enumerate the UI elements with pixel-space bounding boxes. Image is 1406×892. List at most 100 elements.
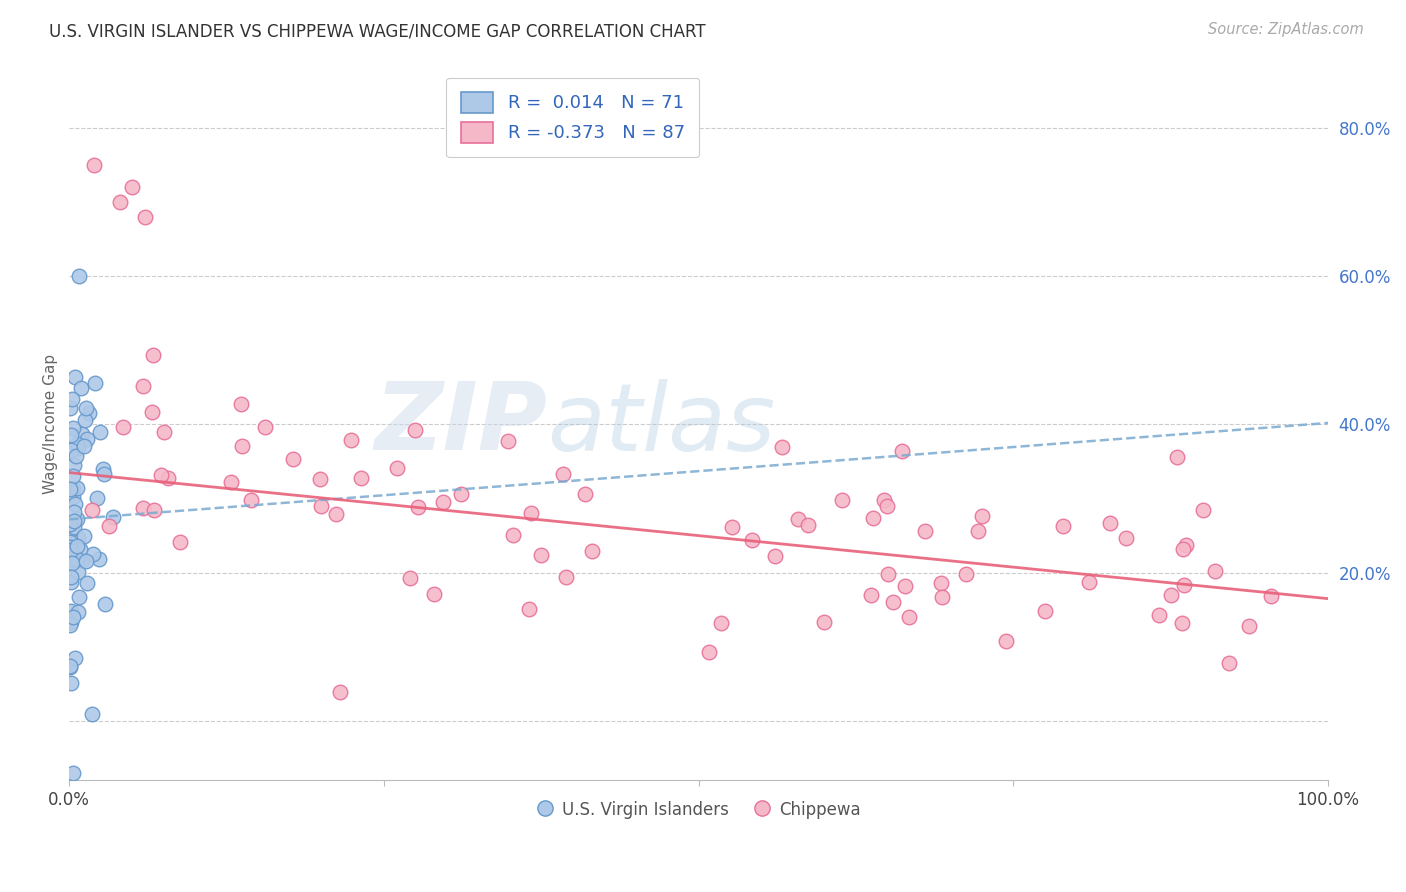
- Point: [741, 533, 763, 547]
- Point: [141, 405, 163, 419]
- Point: [873, 492, 896, 507]
- Point: [496, 434, 519, 449]
- Point: [59, 482, 82, 496]
- Point: [860, 588, 883, 602]
- Point: [93, 467, 115, 481]
- Point: [574, 487, 596, 501]
- Point: [786, 512, 808, 526]
- Point: [72, 427, 94, 442]
- Point: [554, 570, 576, 584]
- Point: [1204, 564, 1226, 578]
- Point: [142, 502, 165, 516]
- Point: [69, 541, 91, 556]
- Point: [63, 497, 86, 511]
- Point: [813, 615, 835, 629]
- Point: [339, 433, 361, 447]
- Point: [84, 376, 107, 391]
- Point: [1099, 516, 1122, 531]
- Point: [70, 553, 93, 567]
- Point: [929, 575, 952, 590]
- Point: [149, 467, 172, 482]
- Legend: U.S. Virgin Islanders, Chippewa: U.S. Virgin Islanders, Chippewa: [530, 794, 868, 825]
- Point: [134, 210, 156, 224]
- Point: [517, 601, 540, 615]
- Point: [62, 482, 84, 496]
- Point: [121, 180, 143, 194]
- Point: [763, 549, 786, 563]
- Point: [387, 461, 409, 475]
- Point: [219, 475, 242, 489]
- Point: [60, 615, 83, 629]
- Point: [62, 514, 84, 528]
- Point: [59, 484, 82, 499]
- Point: [955, 567, 977, 582]
- Point: [59, 401, 82, 416]
- Point: [59, 659, 82, 673]
- Point: [325, 508, 347, 522]
- Point: [350, 471, 373, 485]
- Point: [530, 548, 553, 562]
- Point: [59, 534, 82, 549]
- Point: [67, 531, 90, 545]
- Point: [62, 468, 84, 483]
- Point: [1115, 531, 1137, 545]
- Point: [995, 634, 1018, 648]
- Point: [60, 486, 83, 500]
- Point: [1166, 450, 1188, 464]
- Point: [60, 542, 83, 557]
- Point: [894, 578, 917, 592]
- Point: [80, 706, 103, 721]
- Point: [60, 443, 83, 458]
- Point: [406, 500, 429, 514]
- Point: [63, 370, 86, 384]
- Point: [891, 444, 914, 458]
- Point: [66, 539, 89, 553]
- Point: [108, 194, 131, 209]
- Point: [1173, 578, 1195, 592]
- Point: [73, 529, 96, 543]
- Point: [65, 651, 87, 665]
- Point: [59, 574, 82, 589]
- Point: [697, 645, 720, 659]
- Point: [65, 450, 87, 464]
- Point: [831, 492, 853, 507]
- Point: [62, 553, 84, 567]
- Point: [67, 605, 90, 619]
- Y-axis label: Wage/Income Gap: Wage/Income Gap: [44, 354, 58, 494]
- Point: [876, 567, 898, 582]
- Point: [1033, 604, 1056, 618]
- Text: U.S. VIRGIN ISLANDER VS CHIPPEWA WAGE/INCOME GAP CORRELATION CHART: U.S. VIRGIN ISLANDER VS CHIPPEWA WAGE/IN…: [49, 22, 706, 40]
- Point: [60, 676, 83, 690]
- Point: [80, 503, 103, 517]
- Point: [75, 553, 97, 567]
- Point: [328, 685, 350, 699]
- Point: [710, 615, 733, 630]
- Point: [423, 587, 446, 601]
- Point: [551, 467, 574, 481]
- Point: [59, 660, 82, 674]
- Text: Source: ZipAtlas.com: Source: ZipAtlas.com: [1208, 22, 1364, 37]
- Point: [967, 524, 990, 538]
- Point: [65, 481, 87, 495]
- Point: [153, 425, 176, 439]
- Point: [91, 462, 114, 476]
- Point: [69, 381, 91, 395]
- Point: [83, 158, 105, 172]
- Point: [132, 501, 155, 516]
- Point: [931, 590, 953, 604]
- Point: [914, 524, 936, 538]
- Point: [67, 590, 90, 604]
- Point: [157, 471, 180, 485]
- Point: [86, 491, 108, 505]
- Point: [63, 458, 86, 473]
- Point: [67, 441, 90, 455]
- Point: [1077, 574, 1099, 589]
- Point: [970, 508, 993, 523]
- Point: [309, 471, 332, 485]
- Point: [1171, 542, 1194, 557]
- Point: [796, 518, 818, 533]
- Point: [59, 604, 82, 618]
- Point: [63, 505, 86, 519]
- Point: [231, 439, 253, 453]
- Point: [876, 499, 898, 513]
